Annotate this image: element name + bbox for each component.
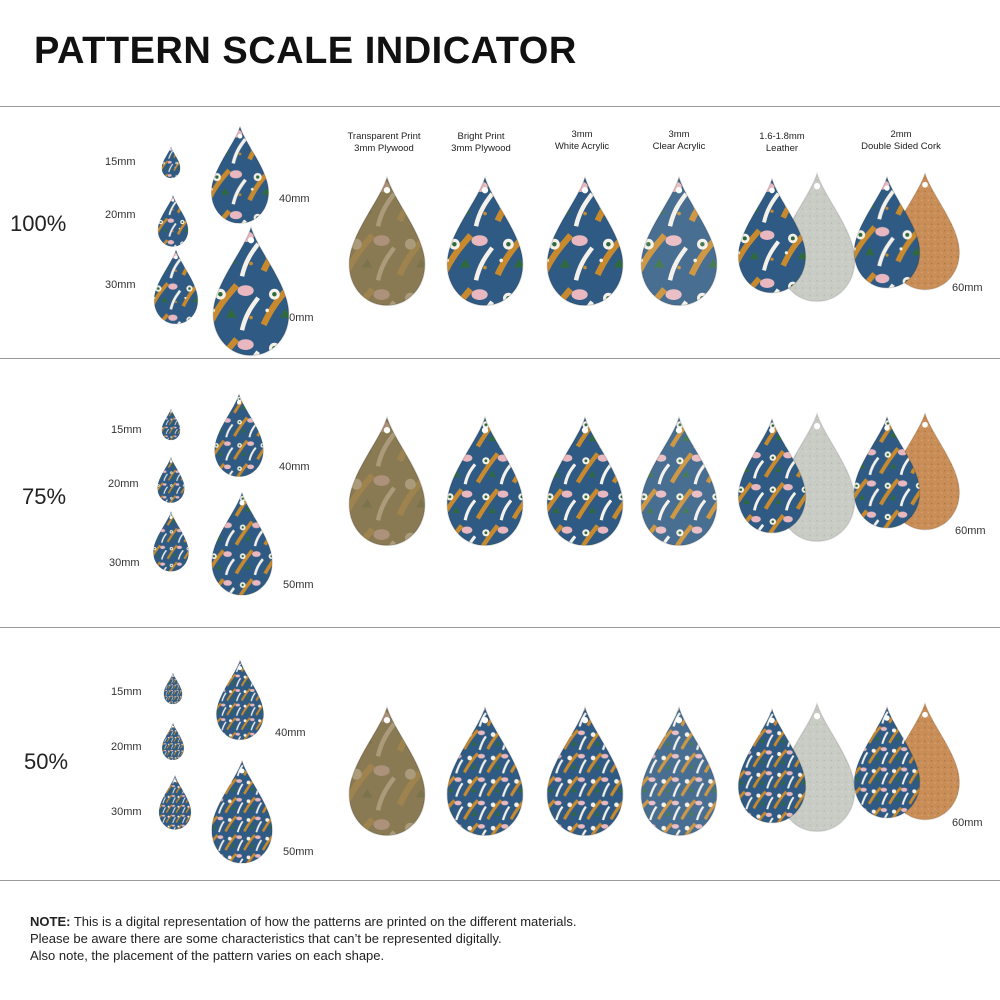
divider	[0, 358, 1000, 359]
swatch-white-acrylic	[546, 706, 624, 837]
material-label: Bright Print 3mm Plywood	[451, 131, 511, 154]
swatch-40mm	[214, 393, 264, 478]
scale-label: 50%	[24, 749, 69, 774]
swatch-bright-plywood	[446, 176, 524, 307]
swatch-leather-front	[737, 418, 807, 534]
swatch-white-acrylic	[546, 176, 624, 307]
scale-label: 100%	[10, 211, 67, 236]
swatch-bright-plywood	[446, 706, 524, 837]
size-label: 50mm	[283, 312, 314, 324]
material-label: Transparent Print 3mm Plywood	[347, 131, 421, 154]
size-label: 15mm	[105, 156, 136, 168]
size-label: 15mm	[111, 424, 142, 436]
swatch-white-acrylic	[546, 416, 624, 547]
swatch-cork-front	[853, 416, 921, 529]
size-label: 20mm	[108, 478, 139, 490]
scale-label: 75%	[22, 484, 67, 509]
size-label: 20mm	[105, 209, 136, 221]
size-label: 30mm	[111, 806, 142, 818]
swatch-transparent-plywood	[348, 706, 426, 837]
swatch-50mm	[211, 760, 273, 864]
page-title: PATTERN SCALE INDICATOR	[34, 30, 577, 72]
swatch-clear-acrylic	[640, 416, 718, 547]
swatch-clear-acrylic	[640, 706, 718, 837]
material-label: 3mm Clear Acrylic	[652, 129, 706, 152]
swatch-15mm	[163, 672, 183, 705]
swatch-50mm	[211, 492, 273, 596]
swatch-50mm	[212, 226, 290, 357]
swatch-transparent-plywood	[348, 176, 426, 307]
swatch-20mm	[157, 195, 189, 247]
swatch-30mm	[158, 775, 192, 830]
material-label: 2mm Double Sided Cork	[861, 129, 941, 152]
swatch-15mm	[161, 408, 181, 441]
material-label: 1.6-1.8mm Leather	[759, 131, 805, 154]
swatch-leather-front	[737, 178, 807, 294]
swatch-clear-acrylic	[640, 176, 718, 307]
size-label: 60mm	[955, 525, 986, 537]
size-label: 30mm	[109, 557, 140, 569]
size-label: 50mm	[283, 579, 314, 591]
swatch-20mm	[157, 457, 185, 503]
swatch-30mm	[153, 511, 189, 572]
size-label: 40mm	[279, 193, 310, 205]
divider	[0, 880, 1000, 881]
swatch-15mm	[161, 146, 181, 179]
size-label: 20mm	[111, 741, 142, 753]
divider	[0, 627, 1000, 628]
divider	[0, 106, 1000, 107]
material-label: 3mm White Acrylic	[554, 129, 610, 152]
swatch-cork-front	[853, 706, 921, 819]
size-label: 40mm	[279, 461, 310, 473]
note-text: NOTE: This is a digital representation o…	[30, 914, 577, 963]
swatch-transparent-plywood	[348, 416, 426, 547]
size-label: 50mm	[283, 846, 314, 858]
size-label: 60mm	[952, 817, 983, 829]
size-label: 15mm	[111, 686, 142, 698]
swatch-cork-front	[853, 176, 921, 289]
swatch-20mm	[161, 722, 185, 761]
swatch-30mm	[153, 249, 199, 325]
size-label: 30mm	[105, 279, 136, 291]
swatch-40mm	[210, 126, 270, 224]
swatch-bright-plywood	[446, 416, 524, 547]
size-label: 40mm	[275, 727, 306, 739]
size-label: 60mm	[952, 282, 983, 294]
swatch-40mm	[216, 659, 264, 741]
swatch-leather-front	[737, 708, 807, 824]
